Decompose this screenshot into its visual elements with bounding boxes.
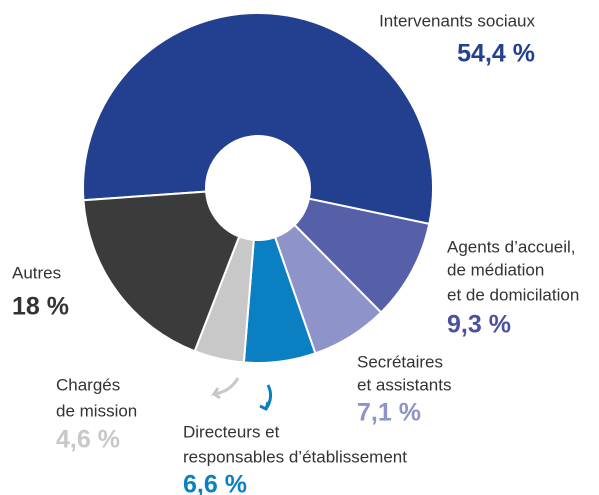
category-label: Intervenants sociaux xyxy=(379,11,535,30)
donut-segment xyxy=(82,190,241,353)
value-label: 4,6 % xyxy=(56,426,120,454)
value-label: 6,6 % xyxy=(183,471,247,495)
value-label: 18 % xyxy=(12,293,69,321)
value-label: 54,4 % xyxy=(457,40,535,68)
category-label: et assistants xyxy=(357,375,452,394)
arrow xyxy=(259,384,273,411)
value-label: 7,1 % xyxy=(357,399,421,427)
category-label: et de domicilation xyxy=(447,285,579,304)
category-label: Autres xyxy=(12,263,61,282)
arrow xyxy=(210,377,240,400)
category-label: Directeurs et xyxy=(183,422,280,441)
donut-segment xyxy=(82,12,434,226)
category-label: Chargés xyxy=(56,375,120,394)
category-label: de médiation xyxy=(447,260,544,279)
value-label: 9,3 % xyxy=(447,311,511,339)
category-label: Secrétaires xyxy=(357,352,443,371)
category-label: de mission xyxy=(56,401,137,420)
category-label: responsables d’établissement xyxy=(183,447,407,466)
category-label: Agents d’accueil, xyxy=(447,237,576,256)
